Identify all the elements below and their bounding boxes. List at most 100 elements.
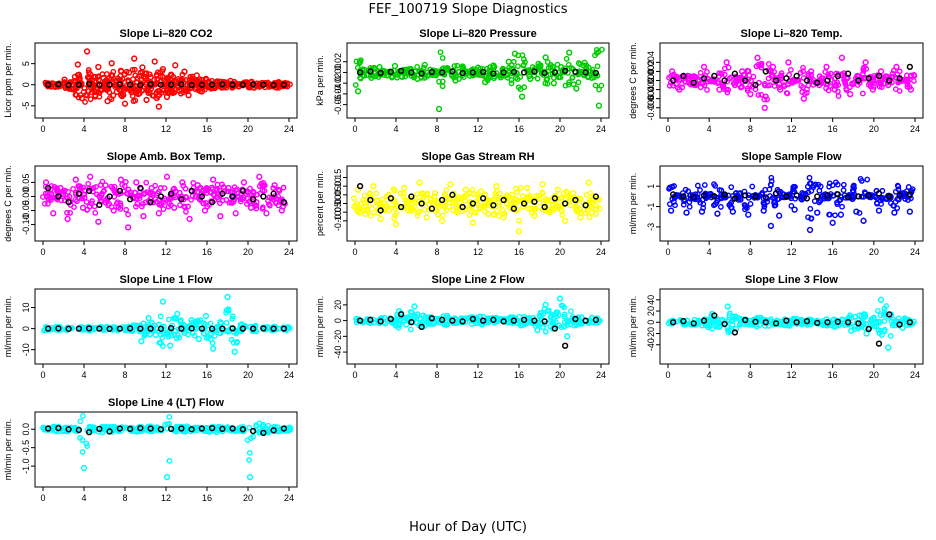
data-point	[135, 90, 142, 98]
hourly-point	[408, 69, 415, 76]
hourly-point	[126, 196, 134, 203]
cloud-point	[766, 186, 773, 193]
data-point	[524, 184, 531, 192]
x-tick-label: 0	[352, 370, 357, 380]
cloud-point	[254, 191, 260, 198]
cloud-point	[585, 64, 592, 71]
cloud-point	[77, 184, 84, 191]
hourly-point	[249, 427, 257, 435]
cloud-point	[867, 73, 873, 80]
data-point	[274, 424, 281, 431]
data-point	[423, 214, 430, 221]
cloud-point	[582, 210, 589, 217]
cloud-point	[749, 183, 756, 190]
data-point	[869, 86, 876, 93]
cloud-point	[521, 84, 528, 91]
data-point	[133, 179, 140, 186]
hourly-point	[428, 68, 436, 76]
cloud-point	[910, 72, 917, 78]
y-tick-label: -0.002	[646, 77, 656, 103]
data-point	[136, 427, 143, 435]
data-point	[361, 66, 368, 73]
cloud-point	[252, 407, 256, 411]
cloud-point	[859, 90, 866, 97]
cloud-point	[567, 202, 574, 209]
hourly-point	[137, 81, 144, 89]
x-tick-label: 24	[596, 124, 606, 134]
data-point	[595, 102, 603, 109]
hourly-point	[270, 427, 277, 434]
cloud-point	[829, 182, 836, 189]
cloud-point	[504, 74, 511, 81]
hourly-point	[814, 319, 821, 326]
hourly-point	[438, 316, 446, 323]
data-point	[716, 323, 723, 330]
data-point	[578, 314, 585, 321]
cloud-point	[559, 194, 566, 201]
hourly-point	[208, 325, 216, 332]
cloud-point	[207, 320, 214, 327]
cloud-point	[191, 188, 198, 195]
cloud-point	[132, 97, 139, 104]
x-tick-label: 8	[122, 493, 127, 503]
hourly-point	[157, 426, 165, 433]
data-point	[814, 209, 821, 216]
hourly-point	[270, 325, 277, 332]
cloud-point	[559, 303, 566, 309]
data-point	[877, 296, 885, 303]
x-tick-label: 12	[161, 124, 171, 134]
hourly-point	[572, 68, 579, 76]
cloud-point	[598, 82, 605, 89]
hourly-point	[280, 81, 288, 88]
data-point	[217, 212, 224, 220]
cloud-point	[71, 204, 77, 211]
x-tick-label: 12	[161, 370, 171, 380]
cloud-point	[593, 206, 600, 212]
hourly-point	[106, 428, 113, 435]
x-tick-label: 24	[910, 370, 920, 380]
hourly-point	[803, 318, 811, 325]
cloud-point	[875, 318, 882, 325]
cloud-point	[172, 315, 178, 322]
cloud-point	[430, 200, 437, 206]
data-point	[174, 310, 181, 318]
cloud-point	[666, 74, 672, 81]
cloud-point	[769, 195, 776, 201]
data-point	[683, 209, 690, 216]
x-tick-label: 12	[161, 493, 171, 503]
data-point	[140, 212, 147, 220]
cloud-point	[48, 197, 54, 203]
data-point	[839, 316, 847, 324]
cloud-point	[822, 69, 829, 75]
cloud-point	[250, 188, 256, 195]
hourly-point	[167, 190, 175, 197]
data-point	[179, 179, 186, 186]
cloud-point	[466, 206, 472, 213]
hourly-point	[280, 425, 288, 432]
hourly-point	[387, 68, 395, 76]
cloud-point	[365, 207, 372, 214]
hourly-point	[690, 320, 697, 327]
cloud-point	[391, 187, 398, 194]
hourly-point	[157, 325, 165, 332]
panel-5: Slope Gas Stream RH 0 4 8 12 16 20 24 -0.10-0.05…	[315, 151, 610, 257]
cloud-point	[737, 84, 744, 91]
cloud-point	[566, 79, 572, 86]
cloud-point	[772, 199, 778, 206]
cloud-point	[892, 86, 899, 93]
hourly-point	[167, 425, 175, 433]
cloud-point	[562, 82, 569, 89]
hourly-point	[75, 81, 83, 88]
data-point	[247, 204, 255, 211]
cloud-point	[777, 72, 784, 79]
cloud-point	[86, 203, 93, 210]
x-tick-label: 8	[122, 247, 127, 257]
cloud-point	[679, 190, 686, 196]
cloud-point	[229, 315, 236, 322]
data-point	[139, 64, 146, 71]
cloud-point	[144, 87, 151, 94]
cloud-point	[715, 79, 722, 85]
hourly-point	[834, 318, 841, 325]
y-tick-label: -0.05	[333, 202, 343, 223]
cloud-point	[361, 72, 368, 79]
